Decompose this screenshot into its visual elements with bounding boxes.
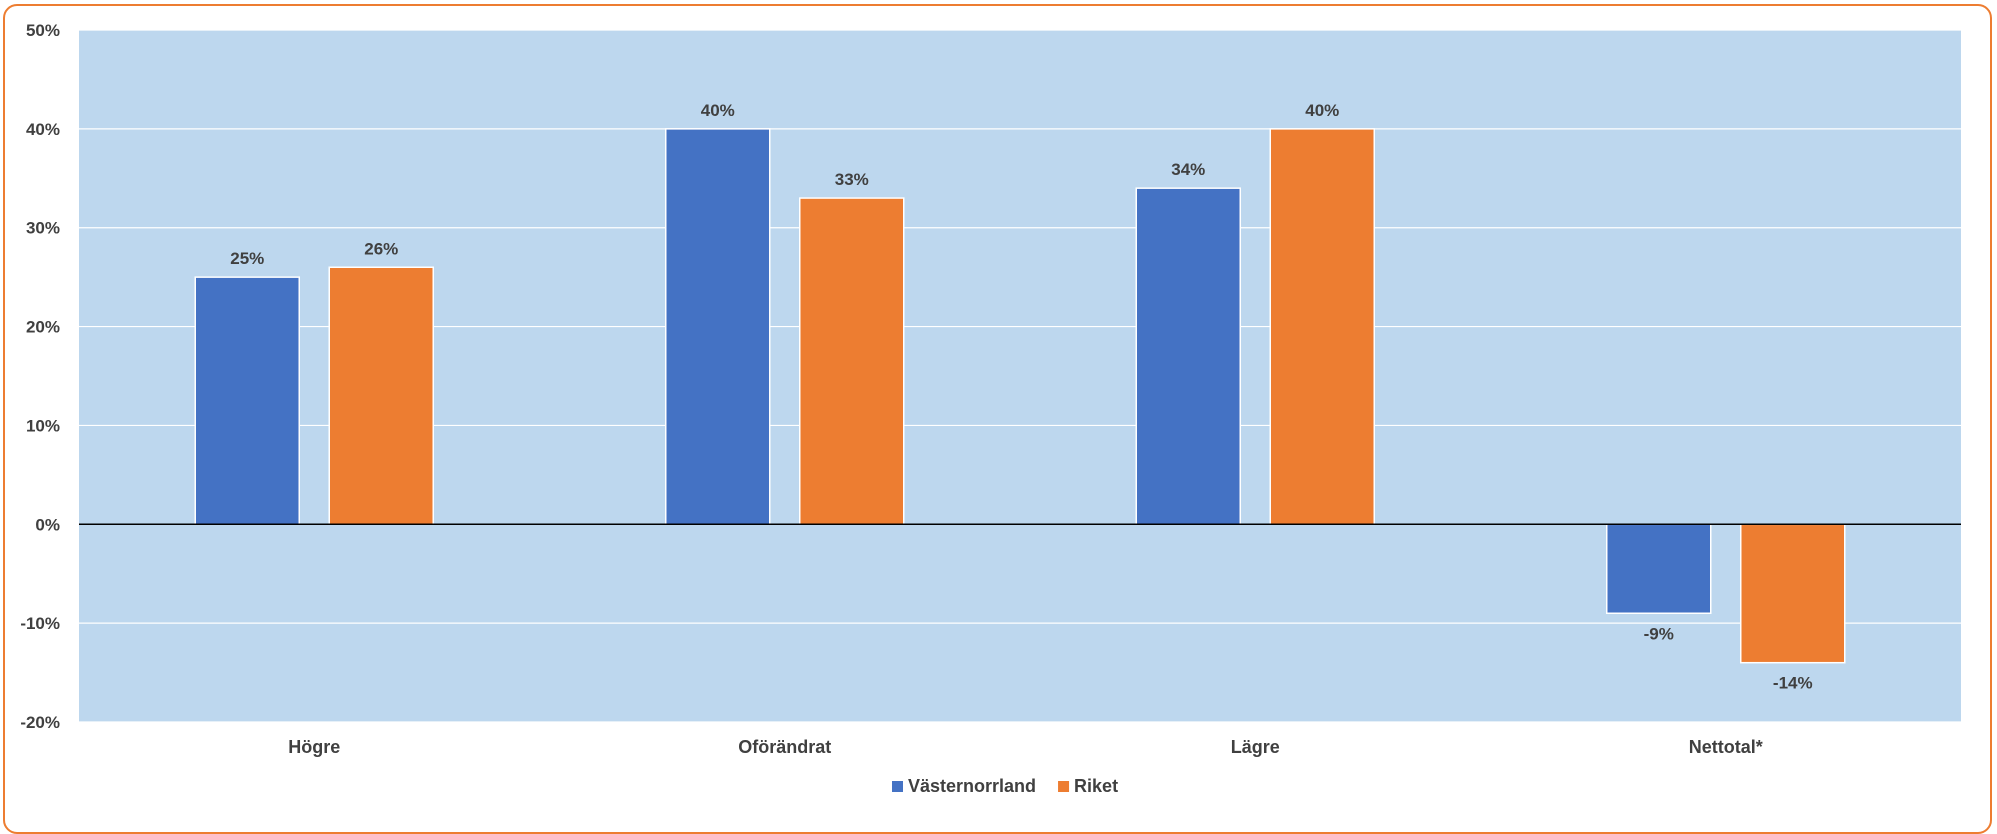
- category-label: Lägre: [1231, 737, 1280, 757]
- y-tick-label: 30%: [26, 219, 60, 238]
- legend-swatch: [892, 781, 903, 792]
- x-axis-categories: Högre Oförändrat Lägre Nettotal*: [288, 737, 1763, 757]
- data-label: -14%: [1773, 674, 1813, 693]
- y-tick-label: -10%: [20, 614, 60, 633]
- data-label: 40%: [701, 101, 735, 120]
- legend[interactable]: Västernorrland Riket: [892, 776, 1118, 796]
- category-label: Oförändrat: [738, 737, 831, 757]
- data-label: 26%: [364, 239, 398, 258]
- y-tick-label: 10%: [26, 416, 60, 435]
- data-label: 33%: [835, 170, 869, 189]
- y-tick-label: 50%: [26, 21, 60, 40]
- legend-label[interactable]: Riket: [1074, 776, 1118, 796]
- legend-label[interactable]: Västernorrland: [908, 776, 1036, 796]
- category-label: Högre: [288, 737, 340, 757]
- bar-riket: [328, 266, 434, 526]
- y-axis-ticks: 50% 40% 30% 20% 10% 0% -10% -20%: [20, 21, 60, 732]
- y-tick-label: 20%: [26, 318, 60, 337]
- bar-riket: [1269, 128, 1375, 526]
- data-label: -9%: [1644, 624, 1674, 643]
- legend-swatch: [1058, 781, 1070, 792]
- bar-riket: [1740, 523, 1846, 664]
- bar-vasternorrland: [1606, 523, 1712, 615]
- bar-vasternorrland: [194, 276, 300, 526]
- gridlines: [79, 29, 1961, 723]
- bar-vasternorrland: [665, 128, 771, 526]
- y-tick-label: 40%: [26, 120, 60, 139]
- data-label: 25%: [230, 249, 264, 268]
- bar-riket: [799, 197, 905, 526]
- data-label: 40%: [1305, 101, 1339, 120]
- category-label: Nettotal*: [1689, 737, 1763, 757]
- data-labels: 25% 26% 40% 33% 34% 40% -9% -14%: [230, 101, 1812, 693]
- bar-vasternorrland: [1135, 187, 1241, 526]
- y-tick-label: 0%: [35, 515, 60, 534]
- data-label: 34%: [1171, 160, 1205, 179]
- y-tick-label: -20%: [20, 713, 60, 732]
